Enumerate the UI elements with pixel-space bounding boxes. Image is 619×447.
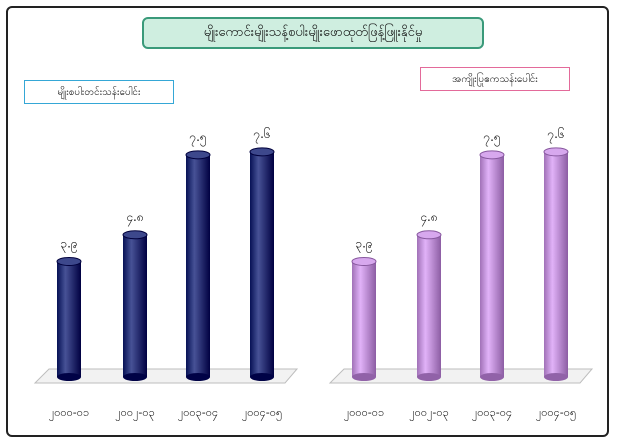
data-label-0-2: ၇.၅ bbox=[189, 130, 206, 147]
bar-base-1-1 bbox=[417, 373, 441, 381]
bar-base-0-1 bbox=[123, 373, 147, 381]
bar-base-0-0 bbox=[57, 373, 81, 381]
bar-base-0-3 bbox=[250, 373, 274, 381]
bar-cap-1-0 bbox=[351, 256, 377, 266]
data-label-0-0: ၃.၉ bbox=[60, 236, 77, 253]
legend-right: အကျိုးပြုဧကသန်းပေါင်း bbox=[420, 67, 570, 91]
bar-cap-0-2 bbox=[185, 150, 211, 160]
bar-base-0-2 bbox=[186, 373, 210, 381]
bar-1-3 bbox=[544, 151, 568, 377]
x-tick-1-1: ၂၀၀၂-၀၃ bbox=[409, 406, 449, 421]
x-tick-0-2: ၂၀၀၃-၀၄ bbox=[178, 406, 218, 421]
x-tick-1-2: ၂၀၀၃-၀၄ bbox=[472, 406, 512, 421]
bar-base-1-2 bbox=[480, 373, 504, 381]
bar-0-1 bbox=[123, 234, 147, 377]
bar-base-1-0 bbox=[352, 373, 376, 381]
bar-cap-0-0 bbox=[56, 256, 82, 266]
x-tick-0-1: ၂၀၀၂-၀၃ bbox=[115, 406, 155, 421]
data-label-1-0: ၃.၉ bbox=[355, 236, 372, 253]
bar-cap-0-3 bbox=[249, 147, 275, 157]
data-label-1-2: ၇.၅ bbox=[483, 130, 500, 147]
bar-0-3 bbox=[250, 151, 274, 377]
legend-left: မျိုးစပါးတင်းသန်းပေါင်း bbox=[24, 80, 174, 104]
bar-base-1-3 bbox=[544, 373, 568, 381]
bar-cap-1-3 bbox=[543, 147, 569, 157]
bar-0-2 bbox=[186, 154, 210, 377]
x-tick-0-0: ၂၀၀၀-၀၁ bbox=[49, 406, 89, 421]
x-tick-1-3: ၂၀၀၄-၀၅ bbox=[536, 406, 576, 421]
bar-1-2 bbox=[480, 154, 504, 377]
bar-1-1 bbox=[417, 234, 441, 377]
data-label-1-1: ၄.၈ bbox=[420, 210, 437, 227]
chart-floor-0 bbox=[33, 368, 299, 384]
data-label-0-3: ၇.၆ bbox=[253, 126, 270, 144]
chart-title: မျိုးကောင်းမျိုးသန့်စပါးမျိုးဖောထုတ်ဖြန့… bbox=[142, 17, 484, 49]
x-tick-1-0: ၂၀၀၀-၀၁ bbox=[344, 406, 384, 421]
bar-cap-1-2 bbox=[479, 150, 505, 160]
bar-cap-0-1 bbox=[122, 230, 148, 240]
x-tick-0-3: ၂၀၀၄-၀၅ bbox=[242, 406, 282, 421]
bar-1-0 bbox=[352, 261, 376, 377]
chart-floor-1 bbox=[328, 368, 594, 384]
data-label-0-1: ၄.၈ bbox=[126, 210, 143, 227]
bar-0-0 bbox=[57, 261, 81, 377]
bar-cap-1-1 bbox=[416, 230, 442, 240]
data-label-1-3: ၇.၆ bbox=[547, 126, 564, 144]
